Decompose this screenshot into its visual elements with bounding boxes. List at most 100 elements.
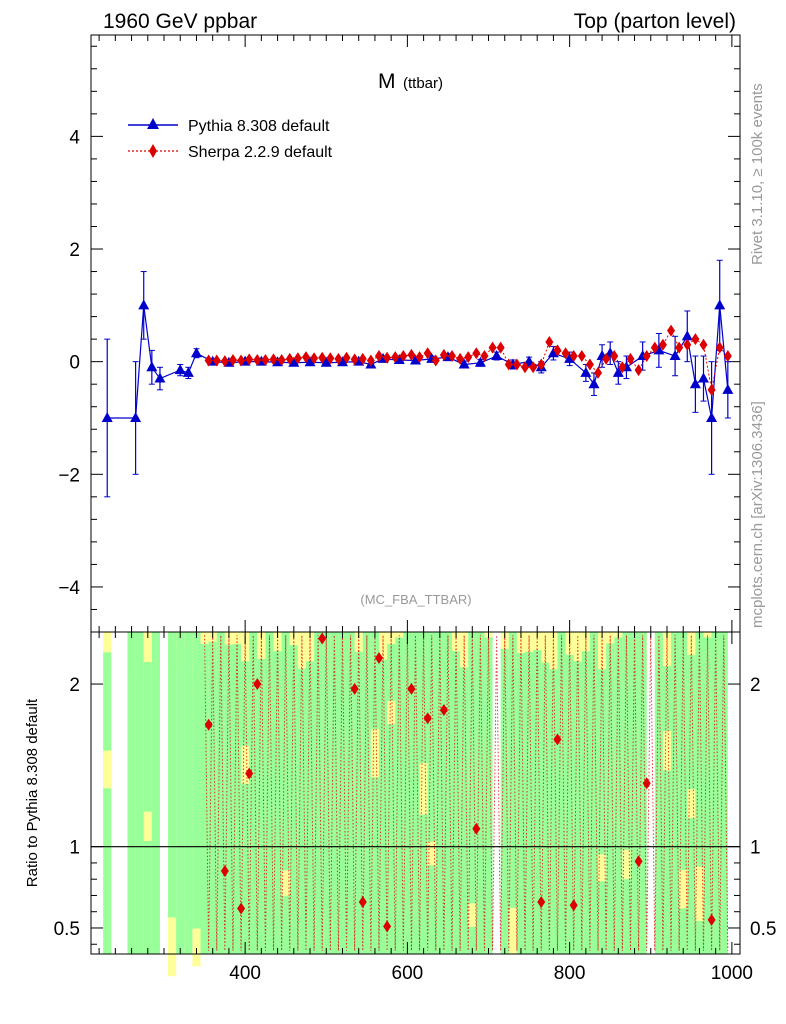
- ratio-band-green: [443, 632, 453, 954]
- sherpa-ratio-point: [358, 895, 367, 908]
- sherpa-ratio-point: [318, 632, 327, 645]
- pythia-point: [182, 366, 194, 377]
- ratio-band-green: [468, 632, 477, 954]
- sherpa-point: [456, 352, 465, 365]
- sherpa-ratio-point: [642, 777, 651, 790]
- sherpa-point: [480, 350, 489, 363]
- sherpa-ratio-point: [537, 895, 546, 908]
- ratio-band-green: [265, 632, 274, 954]
- pythia-point: [304, 356, 316, 367]
- pythia-point: [669, 350, 681, 361]
- sherpa-point: [245, 353, 254, 366]
- pythia-point: [336, 356, 348, 367]
- sherpa-point: [683, 338, 692, 351]
- ratio-band-green: [589, 632, 599, 954]
- ratio-band-green: [435, 632, 444, 954]
- sherpa-point: [569, 350, 578, 363]
- sherpa-point: [691, 333, 700, 346]
- sherpa-point: [594, 366, 603, 379]
- sherpa-point: [667, 324, 676, 337]
- sherpa-ratio-point: [383, 920, 392, 933]
- ratio-band-green: [151, 632, 160, 954]
- sherpa-point: [699, 338, 708, 351]
- sherpa-point: [715, 341, 724, 354]
- mcplots-label: mcplots.cern.ch [arXiv:1306.3436]: [749, 401, 766, 628]
- ratio-band-green: [427, 632, 436, 954]
- ratio-band-yellow: [598, 632, 607, 694]
- ratio-band-green: [168, 632, 177, 954]
- sherpa-point: [237, 354, 246, 367]
- sherpa-point: [707, 383, 716, 396]
- ratio-band-yellow: [257, 632, 266, 677]
- ratio-band-green: [297, 668, 306, 954]
- ratio-band-yellow: [549, 632, 558, 694]
- ratio-band-yellow: [573, 632, 582, 681]
- ratio-band-yellow: [427, 841, 436, 866]
- ratio-plot-frame: [90, 631, 741, 955]
- ratio-band-green: [614, 637, 623, 954]
- sherpa-point: [642, 350, 651, 363]
- pythia-point: [564, 352, 576, 363]
- ratio-series-lines: [204, 635, 729, 951]
- pythia-point: [154, 372, 166, 383]
- ratio-band-green: [346, 632, 355, 954]
- ratio-band-green: [322, 632, 331, 954]
- ratio-band-green: [257, 659, 266, 954]
- pythia-point: [722, 383, 734, 394]
- pythia-point: [101, 411, 113, 422]
- sherpa-point: [529, 361, 538, 374]
- legend-sherpa-label: Sherpa 2.2.9 default: [188, 144, 333, 161]
- sherpa-point: [269, 353, 278, 366]
- pythia-point: [588, 378, 600, 389]
- sherpa-point: [366, 354, 375, 367]
- sherpa-point: [261, 353, 270, 366]
- ratio-band-green: [598, 669, 607, 954]
- ratio-band-green: [484, 637, 493, 954]
- ratio-band-green: [184, 632, 193, 954]
- ratio-band-green: [103, 652, 112, 954]
- pythia-point: [474, 356, 486, 367]
- sherpa-point: [228, 353, 237, 366]
- sherpa-point: [537, 358, 546, 371]
- ratio-plot: 400 600 800 1000 0.5 0.5 1 1 2 2: [54, 632, 776, 984]
- pythia-point: [706, 411, 718, 422]
- ratio-band-green: [638, 632, 647, 954]
- main-plot: −4 −2 0 2 4: [58, 35, 740, 633]
- rivet-version-label: Rivet 3.1.10, ≥ 100k events: [749, 83, 766, 265]
- sherpa-point: [358, 352, 367, 365]
- ratio-band-green: [557, 632, 566, 954]
- sherpa-point: [496, 341, 505, 354]
- ratio-band-green: [630, 632, 639, 954]
- x-tick-label: 600: [392, 963, 424, 984]
- ratio-band-yellow: [103, 750, 112, 789]
- sherpa-ratio-point: [407, 682, 416, 695]
- ratio-band-green: [135, 632, 144, 954]
- pythia-point: [580, 366, 592, 377]
- sherpa-ratio-point: [472, 822, 481, 835]
- y-tick-label: −2: [58, 465, 80, 486]
- ratio-band-yellow: [192, 928, 201, 967]
- ratio-y-tick-label: 2: [750, 675, 761, 696]
- ratio-band-yellow: [516, 632, 526, 667]
- ratio-band-green: [281, 632, 290, 954]
- sherpa-point: [212, 354, 221, 367]
- pythia-point: [393, 353, 405, 364]
- ratio-band-green: [354, 651, 363, 954]
- sherpa-point: [634, 364, 643, 377]
- sherpa-ratio-point: [374, 652, 383, 665]
- x-tick-label: 1000: [711, 963, 753, 984]
- ratio-band-green: [224, 644, 233, 954]
- sherpa-ratio-point: [439, 704, 448, 717]
- sherpa-point: [675, 341, 684, 354]
- ratio-band-yellow: [662, 731, 672, 771]
- ratio-band-green: [403, 632, 412, 954]
- sherpa-ratio-point: [569, 899, 578, 912]
- ratio-band-yellow: [598, 854, 607, 882]
- plot-title: M (ttbar): [378, 70, 443, 93]
- pythia-point: [653, 344, 665, 355]
- ratio-band-green: [362, 632, 371, 954]
- ratio-band-green: [249, 632, 258, 954]
- ratio-band-yellow: [103, 632, 112, 666]
- ratio-band-green: [273, 651, 282, 954]
- sherpa-point: [220, 355, 229, 368]
